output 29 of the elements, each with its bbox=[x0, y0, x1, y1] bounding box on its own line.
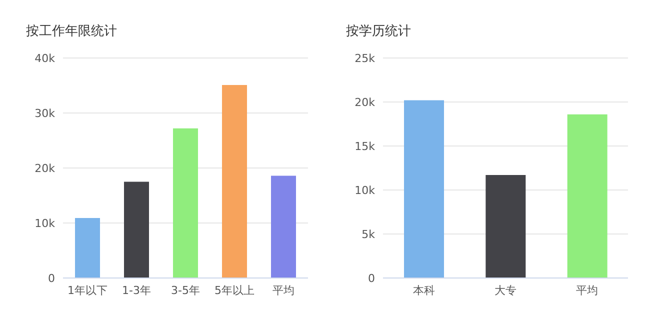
bar bbox=[173, 128, 198, 278]
y-tick-label: 15k bbox=[354, 140, 376, 153]
chart-title: 按学历统计 bbox=[346, 23, 411, 40]
x-tick-label: 1年以下 bbox=[68, 284, 108, 297]
x-tick-label: 3-5年 bbox=[171, 284, 200, 297]
y-tick-label: 20k bbox=[354, 96, 376, 109]
x-tick-label: 平均 bbox=[576, 284, 598, 297]
x-tick-label: 大专 bbox=[494, 284, 516, 297]
x-tick-label: 1-3年 bbox=[122, 284, 151, 297]
y-tick-label: 30k bbox=[34, 106, 56, 120]
y-tick-label: 10k bbox=[354, 184, 376, 197]
y-tick-label: 25k bbox=[354, 52, 376, 65]
y-tick-label: 40k bbox=[34, 52, 56, 65]
bar bbox=[486, 175, 526, 278]
bar bbox=[124, 182, 149, 278]
x-tick-label: 5年以上 bbox=[214, 284, 254, 297]
chart-title: 按工作年限统计 bbox=[26, 23, 117, 40]
x-tick-label: 平均 bbox=[272, 284, 294, 297]
bar bbox=[222, 84, 247, 278]
y-tick-label: 0 bbox=[368, 272, 375, 285]
bar bbox=[404, 100, 444, 278]
bar bbox=[75, 218, 100, 278]
y-tick-label: 20k bbox=[34, 162, 56, 175]
bar bbox=[567, 114, 608, 278]
x-tick-label: 本科 bbox=[412, 284, 435, 297]
y-tick-label: 0 bbox=[48, 272, 55, 285]
bar bbox=[271, 176, 296, 278]
y-tick-label: 10k bbox=[34, 216, 56, 230]
y-tick-label: 5k bbox=[362, 228, 376, 241]
